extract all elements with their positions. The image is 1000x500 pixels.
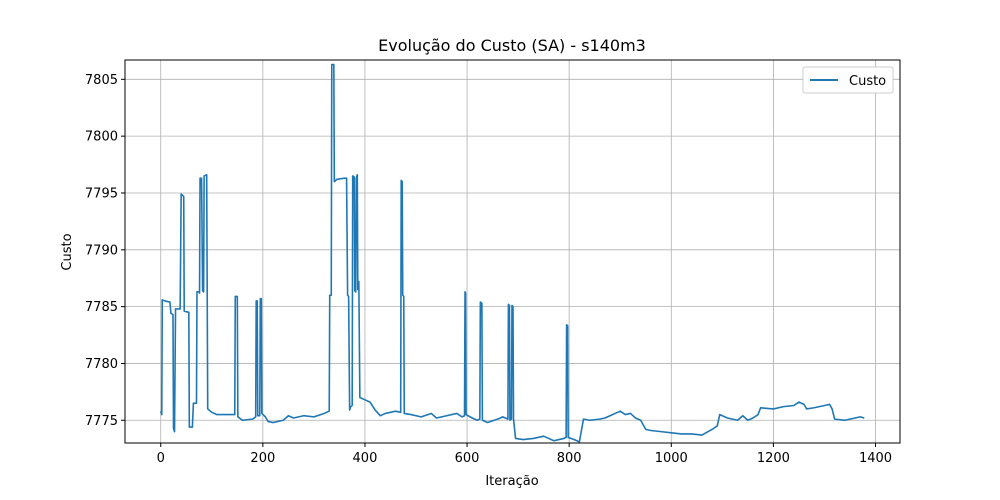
y-tick-label: 7780: [85, 357, 118, 372]
y-tick-label: 7785: [85, 300, 118, 315]
y-axis: 7775 7780 7785 7790 7795 7800 7805: [85, 73, 125, 429]
y-tick-label: 7790: [85, 243, 118, 258]
series-line-custo: [159, 63, 865, 443]
x-tick-label: 200: [250, 451, 275, 466]
legend-box: [802, 66, 894, 94]
x-tick-label: 600: [455, 451, 480, 466]
y-tick-label: 7775: [85, 414, 118, 429]
x-axis: 0 200 400 600 800 1000 1200 1400: [157, 443, 892, 466]
legend-label: Custo: [849, 74, 886, 89]
y-axis-label: Custo: [60, 233, 75, 270]
legend: Custo: [802, 66, 894, 94]
y-tick-label: 7800: [85, 130, 118, 145]
y-tick-label: 7805: [85, 73, 118, 88]
x-tick-label: 1400: [859, 451, 892, 466]
x-tick-label: 400: [353, 451, 378, 466]
x-axis-label: Iteração: [485, 474, 538, 489]
chart-title: Evolução do Custo (SA) - s140m3: [378, 36, 646, 55]
series-layer: [159, 63, 865, 443]
x-tick-label: 0: [157, 451, 165, 466]
x-tick-label: 800: [557, 451, 582, 466]
x-tick-label: 1000: [655, 451, 688, 466]
plot-frame: [124, 59, 901, 444]
plot-area: [125, 60, 900, 443]
y-tick-label: 7795: [85, 186, 118, 201]
x-tick-label: 1200: [757, 451, 790, 466]
